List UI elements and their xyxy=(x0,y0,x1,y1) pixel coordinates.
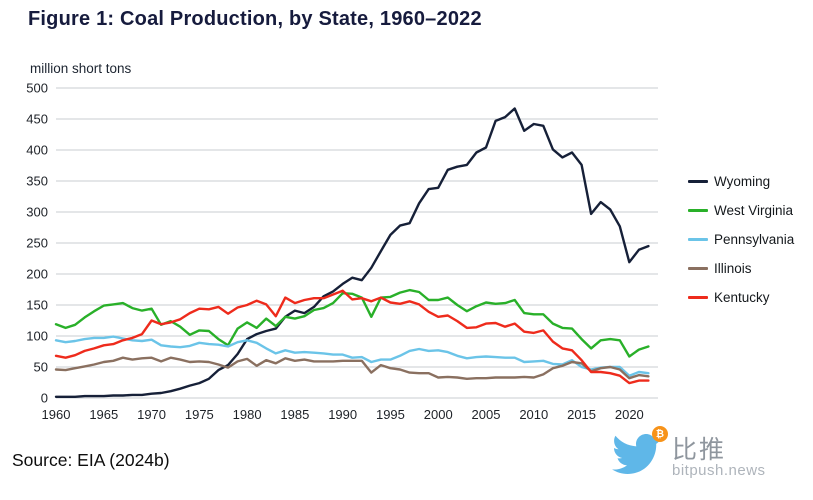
legend-item-kentucky: Kentucky xyxy=(688,288,794,306)
y-axis-unit-label: million short tons xyxy=(30,61,132,76)
svg-text:500: 500 xyxy=(26,81,48,96)
legend-label: Illinois xyxy=(714,260,752,276)
legend-label: Wyoming xyxy=(714,173,771,189)
twitter-bird-icon xyxy=(612,433,662,474)
legend-item-wyoming: Wyoming xyxy=(688,172,794,190)
svg-text:1970: 1970 xyxy=(137,407,166,420)
legend-swatch xyxy=(688,179,708,183)
svg-text:1995: 1995 xyxy=(376,407,405,420)
watermark-domain: bitpush.news xyxy=(672,462,766,479)
svg-text:1985: 1985 xyxy=(280,407,309,420)
legend-label: Kentucky xyxy=(714,289,770,305)
svg-text:2005: 2005 xyxy=(472,407,501,420)
watermark-brand: 比推 xyxy=(672,436,727,464)
legend-label: West Virginia xyxy=(714,202,794,218)
svg-text:250: 250 xyxy=(26,236,48,251)
svg-text:2015: 2015 xyxy=(567,407,596,420)
legend-swatch xyxy=(688,295,708,299)
svg-text:2000: 2000 xyxy=(424,407,453,420)
line-chart: 0 50 100 150 200 250 300 350 400 450 500 1960 1965 19… xyxy=(26,81,658,422)
figure-title: Figure 1: Coal Production, by State, 196… xyxy=(28,8,482,30)
svg-text:350: 350 xyxy=(26,174,48,189)
svg-text:1980: 1980 xyxy=(233,407,262,420)
bitcoin-badge-icon: ₿ xyxy=(652,426,668,442)
legend-swatch xyxy=(688,237,708,241)
svg-text:400: 400 xyxy=(26,143,48,158)
source-note: Source: EIA (2024b) xyxy=(12,450,170,470)
svg-text:100: 100 xyxy=(26,329,48,344)
svg-text:150: 150 xyxy=(26,298,48,313)
svg-text:200: 200 xyxy=(26,267,48,282)
chart-area: 0 50 100 150 200 250 300 350 400 450 500 1960 1965 19… xyxy=(10,80,670,422)
svg-text:1975: 1975 xyxy=(185,407,214,420)
svg-text:1960: 1960 xyxy=(42,407,71,420)
chart-legend: Wyoming West Virginia Pennsylvania Illinois… xyxy=(688,172,794,306)
svg-text:2020: 2020 xyxy=(615,407,644,420)
legend-item-pennsylvania: Pennsylvania xyxy=(688,230,794,248)
svg-text:1990: 1990 xyxy=(328,407,357,420)
legend-label: Pennsylvania xyxy=(714,231,795,247)
svg-text:450: 450 xyxy=(26,112,48,127)
bitpush-watermark: ₿ 比推 bitpush.news xyxy=(606,422,806,488)
svg-text:50: 50 xyxy=(34,360,48,375)
svg-text:1965: 1965 xyxy=(89,407,118,420)
legend-swatch xyxy=(688,208,708,212)
svg-text:0: 0 xyxy=(41,391,48,406)
legend-swatch xyxy=(688,266,708,270)
legend-item-west-virginia: West Virginia xyxy=(688,201,794,219)
svg-text:2010: 2010 xyxy=(519,407,548,420)
legend-item-illinois: Illinois xyxy=(688,259,794,277)
svg-text:300: 300 xyxy=(26,205,48,220)
